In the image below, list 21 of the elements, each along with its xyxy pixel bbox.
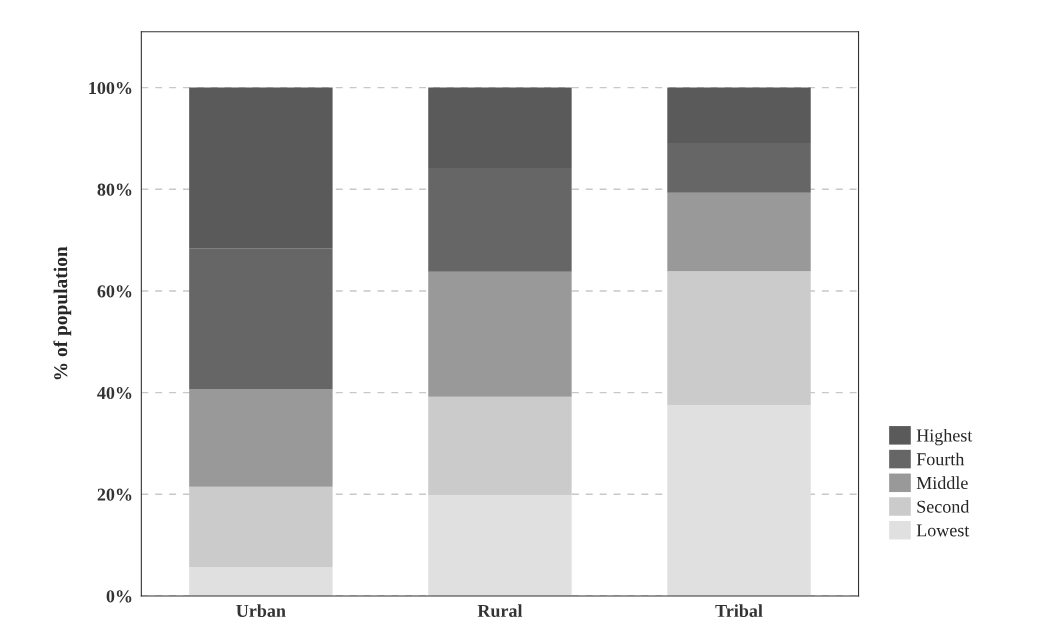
bar (667, 192, 811, 272)
legend-label: Second (917, 500, 970, 513)
y-tick-label: 0% (106, 590, 132, 603)
bar (667, 405, 811, 596)
x-tick-label: Urban (236, 604, 286, 617)
y-tick-label: 40% (97, 386, 132, 400)
x-tick-label: Rural (477, 604, 523, 618)
bar (189, 389, 333, 487)
y-tick-label: 80% (97, 183, 132, 196)
x-tick-label: Tribal (715, 604, 763, 617)
bar (428, 495, 572, 596)
legend-label: Fourth (916, 452, 965, 466)
legend-label: Middle (916, 476, 968, 490)
y-tick-label: 60% (97, 285, 132, 298)
y-tick-label: 100% (89, 81, 132, 95)
y-tick-label: 20% (97, 488, 132, 501)
legend-label: Lowest (916, 524, 970, 537)
bar (189, 566, 333, 596)
y-axis-title: % of population (53, 246, 72, 380)
legend-label: Highest (916, 428, 973, 446)
bar (428, 271, 572, 397)
